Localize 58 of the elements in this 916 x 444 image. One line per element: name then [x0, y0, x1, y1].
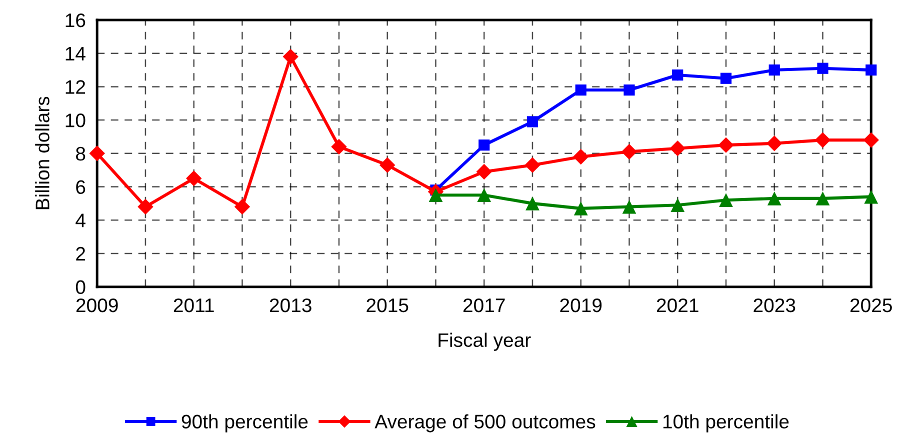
y-tick-label: 4: [76, 214, 86, 228]
x-tick-label: 2009: [76, 298, 118, 312]
x-axis-title: Fiscal year: [438, 332, 531, 351]
x-tick-label: 2023: [754, 298, 796, 312]
point: [574, 201, 588, 216]
point: [234, 198, 250, 215]
x-tick-label: 2015: [366, 298, 408, 312]
x-tick-label: 2013: [270, 298, 312, 312]
point: [621, 144, 638, 160]
point: [476, 164, 492, 180]
point: [478, 140, 490, 151]
point: [863, 132, 879, 148]
point: [186, 170, 202, 186]
point: [864, 190, 878, 204]
x-tick-label: 2017: [463, 298, 505, 312]
point: [672, 69, 684, 81]
point: [282, 48, 298, 65]
x-tick-label: 2021: [656, 298, 698, 312]
point: [817, 62, 828, 74]
point: [670, 198, 685, 212]
y-tick-label: 0: [76, 280, 86, 294]
point: [622, 200, 636, 214]
y-tick-label: 6: [76, 180, 86, 194]
x-tick-label: 2011: [174, 298, 214, 312]
point: [477, 188, 492, 202]
point: [766, 136, 782, 152]
y-tick-label: 8: [76, 146, 86, 161]
legend-label: Average of 500 outcomes: [374, 414, 596, 432]
point: [428, 188, 443, 202]
point: [767, 191, 782, 206]
point: [718, 137, 734, 153]
point: [526, 196, 540, 210]
point: [624, 84, 635, 96]
point: [814, 132, 831, 148]
point: [379, 157, 396, 173]
x-tick-label: 2025: [850, 298, 892, 312]
y-tick-label: 10: [66, 114, 86, 128]
legend-label: 10th percentile: [663, 414, 789, 432]
y-tick-label: 12: [66, 80, 86, 94]
point: [89, 146, 105, 162]
point: [816, 191, 830, 206]
point: [573, 148, 589, 165]
y-axis-title: Billion dollars: [35, 96, 50, 210]
point: [524, 157, 540, 173]
x-tick-label: 2019: [560, 298, 602, 312]
point: [138, 198, 154, 215]
point: [719, 193, 733, 208]
y-tick-label: 14: [66, 47, 86, 60]
point: [575, 84, 586, 96]
y-tick-label: 16: [66, 13, 86, 28]
y-tick-label: 2: [76, 246, 86, 261]
point: [331, 138, 347, 155]
point: [720, 72, 732, 84]
point: [526, 116, 538, 128]
point: [670, 140, 686, 156]
legend-label: 90th percentile: [182, 414, 308, 432]
point: [768, 64, 780, 76]
point: [866, 64, 877, 76]
